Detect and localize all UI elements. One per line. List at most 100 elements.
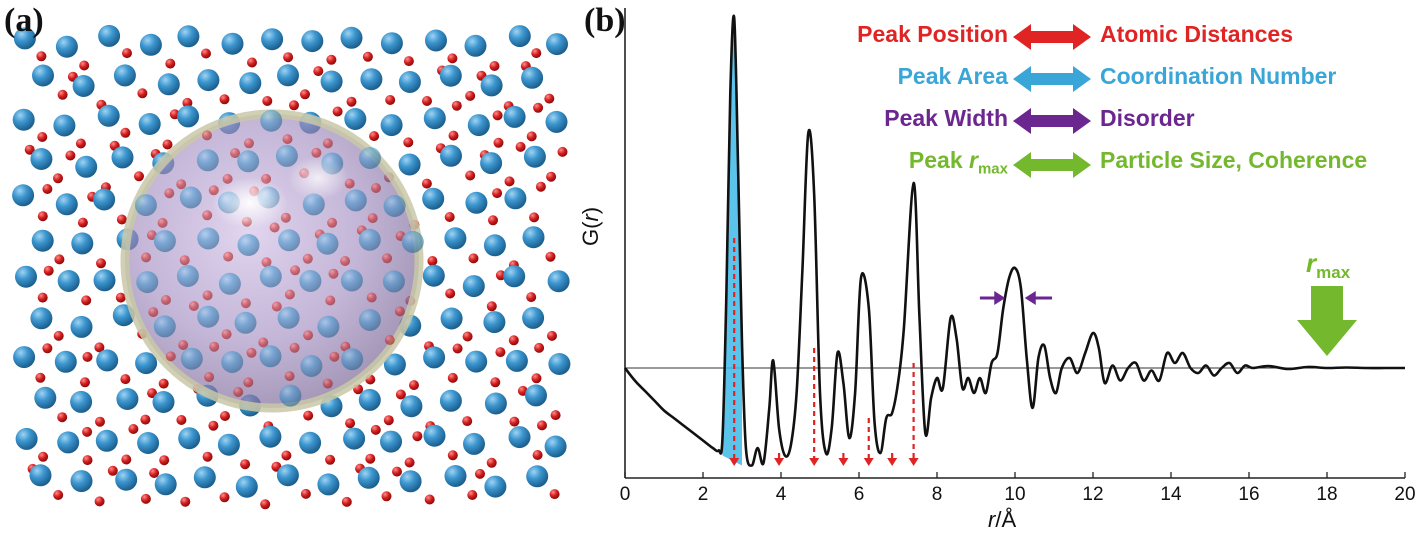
oxygen-atom [178, 340, 189, 350]
oxygen-atom [370, 424, 381, 435]
metal-atom [96, 349, 119, 372]
metal-atom [357, 466, 380, 489]
metal-atom [180, 347, 203, 370]
peak-position-arrowhead [887, 458, 898, 466]
oxygen-atom [303, 330, 314, 341]
oxygen-atom [557, 146, 568, 157]
metal-atom [13, 27, 36, 50]
x-axis-label: r/Å [988, 507, 1016, 533]
oxygen-atom [529, 212, 540, 223]
oxygen-atom [445, 288, 456, 299]
metal-atom [70, 315, 93, 338]
oxygen-atom [383, 415, 394, 426]
oxygen-atom [284, 289, 295, 300]
oxygen-atom [209, 341, 220, 352]
metal-atom [237, 234, 260, 256]
metal-atom [548, 353, 571, 375]
legend-row-peak-width: Peak Width Disorder [808, 105, 1408, 137]
panel-b-label: (b) [584, 2, 626, 39]
oxygen-atom [42, 184, 53, 194]
oxygen-atom [94, 342, 105, 353]
metal-atom [259, 265, 282, 288]
metal-atom [32, 64, 54, 87]
oxygen-atom [412, 431, 423, 442]
oxygen-atom [403, 56, 414, 67]
oxygen-atom [447, 372, 458, 383]
oxygen-atom [121, 454, 132, 465]
oxygen-atom [161, 295, 171, 305]
oxygen-atom [233, 387, 244, 397]
oxygen-atom [367, 213, 378, 224]
oxygen-atom [140, 414, 151, 425]
oxygen-atom [188, 301, 199, 311]
panel-a-label: (a) [4, 2, 44, 39]
oxygen-atom [115, 292, 126, 303]
oxygen-atom [38, 451, 49, 462]
metal-atom [508, 426, 531, 449]
metal-atom [360, 68, 383, 91]
oxygen-atom [369, 131, 380, 142]
oxygen-atom [140, 493, 151, 504]
oxygen-atom [180, 496, 191, 507]
oxygen-atom [327, 217, 338, 228]
metal-atom [358, 309, 381, 331]
oxygen-atom [531, 373, 542, 384]
metal-atom [480, 74, 503, 97]
lattice-atoms-inside-sphere [134, 109, 424, 407]
oxygen-atom [465, 170, 476, 181]
metal-atom [380, 430, 402, 453]
metal-atom [116, 388, 139, 410]
metal-atom [358, 388, 381, 411]
oxygen-atom [322, 138, 333, 149]
oxygen-atom [346, 96, 357, 107]
oxygen-atom [146, 230, 157, 241]
metal-atom [340, 26, 363, 49]
rmax-italic: r [1306, 248, 1317, 278]
metal-atom [259, 425, 282, 448]
metal-atom [401, 230, 424, 253]
legend-left-text: Peak Area [897, 63, 1008, 89]
metal-atom [525, 384, 547, 407]
oxygen-atom [82, 426, 93, 437]
oxygen-atom [475, 468, 485, 479]
oxygen-atom [176, 415, 187, 425]
oxygen-atom [164, 188, 175, 199]
metal-atom [465, 350, 488, 373]
metal-atom [344, 189, 367, 212]
oxygen-atom [509, 416, 520, 427]
metal-atom [177, 105, 200, 128]
metal-atom [444, 465, 467, 487]
gr-curve [623, 14, 1405, 467]
oxygen-atom [208, 420, 219, 431]
oxygen-atom [322, 378, 333, 389]
oxygen-atom [421, 178, 432, 189]
oxygen-atom [82, 351, 93, 362]
oxygen-atom [395, 389, 406, 400]
peak-area-highlight [722, 18, 742, 466]
oxygen-atom [326, 54, 337, 65]
oxygen-atom [42, 343, 53, 354]
x-tick-label: 14 [1160, 484, 1182, 505]
metal-atom [299, 431, 322, 454]
oxygen-atom [302, 253, 313, 264]
metal-atom [30, 148, 53, 170]
oxygen-atom [134, 171, 144, 182]
metal-atom [217, 433, 240, 456]
metal-atom [465, 191, 488, 214]
oxygen-atom [240, 298, 251, 309]
metal-atom [177, 25, 200, 48]
oxygen-atom [384, 335, 395, 345]
oxygen-atom [403, 137, 414, 148]
metal-atom [398, 153, 421, 176]
oxygen-atom [394, 306, 405, 317]
metal-atom [545, 110, 568, 133]
metal-atom [93, 269, 116, 292]
oxygen-atom [204, 372, 215, 382]
metal-atom [503, 265, 526, 288]
oxygen-atom [149, 468, 160, 478]
oxygen-atom [282, 134, 293, 145]
oxygen-atom [534, 342, 545, 353]
metal-atom [13, 346, 36, 369]
oxygen-atom [219, 492, 230, 503]
